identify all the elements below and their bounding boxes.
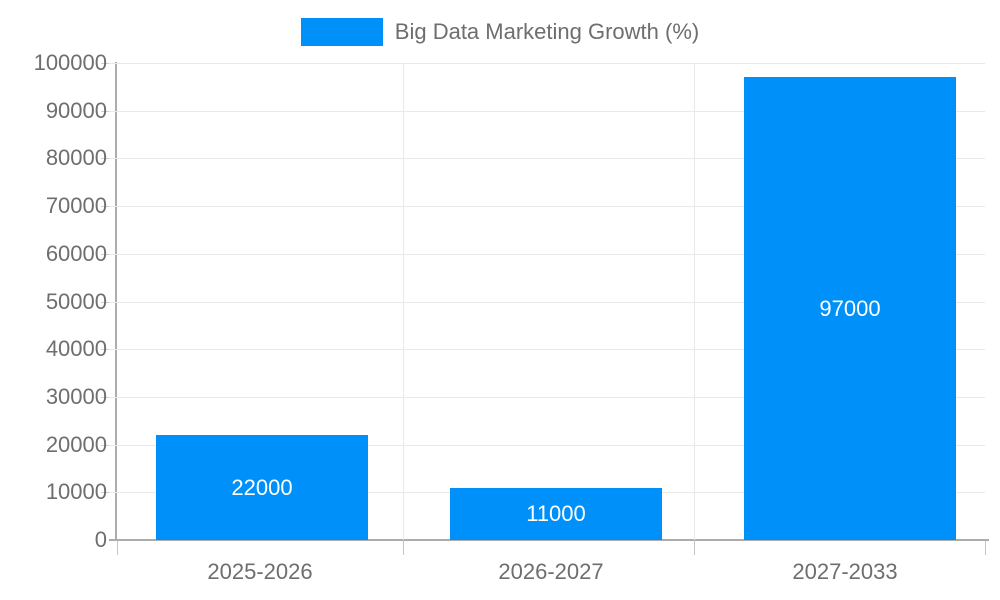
y-tick-mark bbox=[101, 206, 109, 208]
y-tick-label: 0 bbox=[94, 527, 107, 552]
y-tick-mark bbox=[101, 444, 109, 446]
y-tick-mark bbox=[101, 492, 109, 494]
y-tick-label: 100000 bbox=[33, 50, 107, 75]
gridline bbox=[101, 63, 985, 64]
category-separator bbox=[403, 63, 404, 540]
y-tick-label: 80000 bbox=[45, 145, 107, 171]
bar-2026-2027[interactable]: 11000 bbox=[450, 487, 662, 540]
y-tick-mark bbox=[101, 158, 109, 160]
plot-area: 22000 11000 97000 bbox=[101, 63, 985, 540]
legend-item-label: Big Data Marketing Growth (%) bbox=[394, 19, 700, 44]
y-tick-mark bbox=[101, 253, 109, 255]
category-separator bbox=[694, 63, 695, 540]
gridline bbox=[101, 206, 985, 208]
y-tick-label: 90000 bbox=[45, 97, 107, 123]
y-tick-mark bbox=[101, 349, 109, 351]
gridline bbox=[101, 253, 985, 255]
x-tick-label-2025-2026: 2025-2026 bbox=[207, 559, 313, 584]
y-tick-label: 10000 bbox=[45, 479, 107, 505]
chart-legend: Big Data Marketing Growth (%) bbox=[0, 14, 1000, 50]
x-tick-label-2027-2033: 2027-2033 bbox=[792, 559, 898, 584]
x-tick-mark bbox=[985, 541, 986, 555]
y-tick-label: 30000 bbox=[45, 383, 107, 409]
y-tick-mark bbox=[101, 396, 109, 398]
x-tick-mark bbox=[403, 541, 404, 555]
y-tick-label: 60000 bbox=[45, 240, 107, 266]
x-axis-line bbox=[109, 539, 989, 541]
y-tick-mark bbox=[101, 110, 109, 112]
y-tick-label: 20000 bbox=[45, 431, 107, 457]
y-tick-label: 50000 bbox=[45, 288, 107, 314]
x-tick-label-2026-2027: 2026-2027 bbox=[498, 559, 604, 584]
y-tick-mark bbox=[101, 63, 109, 64]
bar-2027-2033[interactable]: 97000 bbox=[744, 77, 956, 540]
y-tick-mark bbox=[101, 301, 109, 303]
bar-value-label: 11000 bbox=[526, 500, 586, 526]
legend-item[interactable]: Big Data Marketing Growth (%) bbox=[300, 18, 700, 46]
gridline bbox=[101, 396, 985, 398]
gridline bbox=[101, 301, 985, 303]
y-tick-label: 70000 bbox=[45, 193, 107, 219]
legend-color-swatch-icon bbox=[300, 18, 383, 46]
x-tick-mark bbox=[694, 541, 695, 555]
gridline bbox=[101, 349, 985, 351]
gridline bbox=[101, 444, 985, 446]
gridline bbox=[101, 158, 985, 160]
x-tick-mark bbox=[117, 541, 118, 555]
y-tick-label: 40000 bbox=[45, 336, 107, 362]
bar-value-label: 97000 bbox=[819, 295, 881, 321]
bar-2025-2026[interactable]: 22000 bbox=[156, 435, 368, 540]
bar-value-label: 22000 bbox=[231, 474, 293, 500]
gridline bbox=[101, 110, 985, 112]
